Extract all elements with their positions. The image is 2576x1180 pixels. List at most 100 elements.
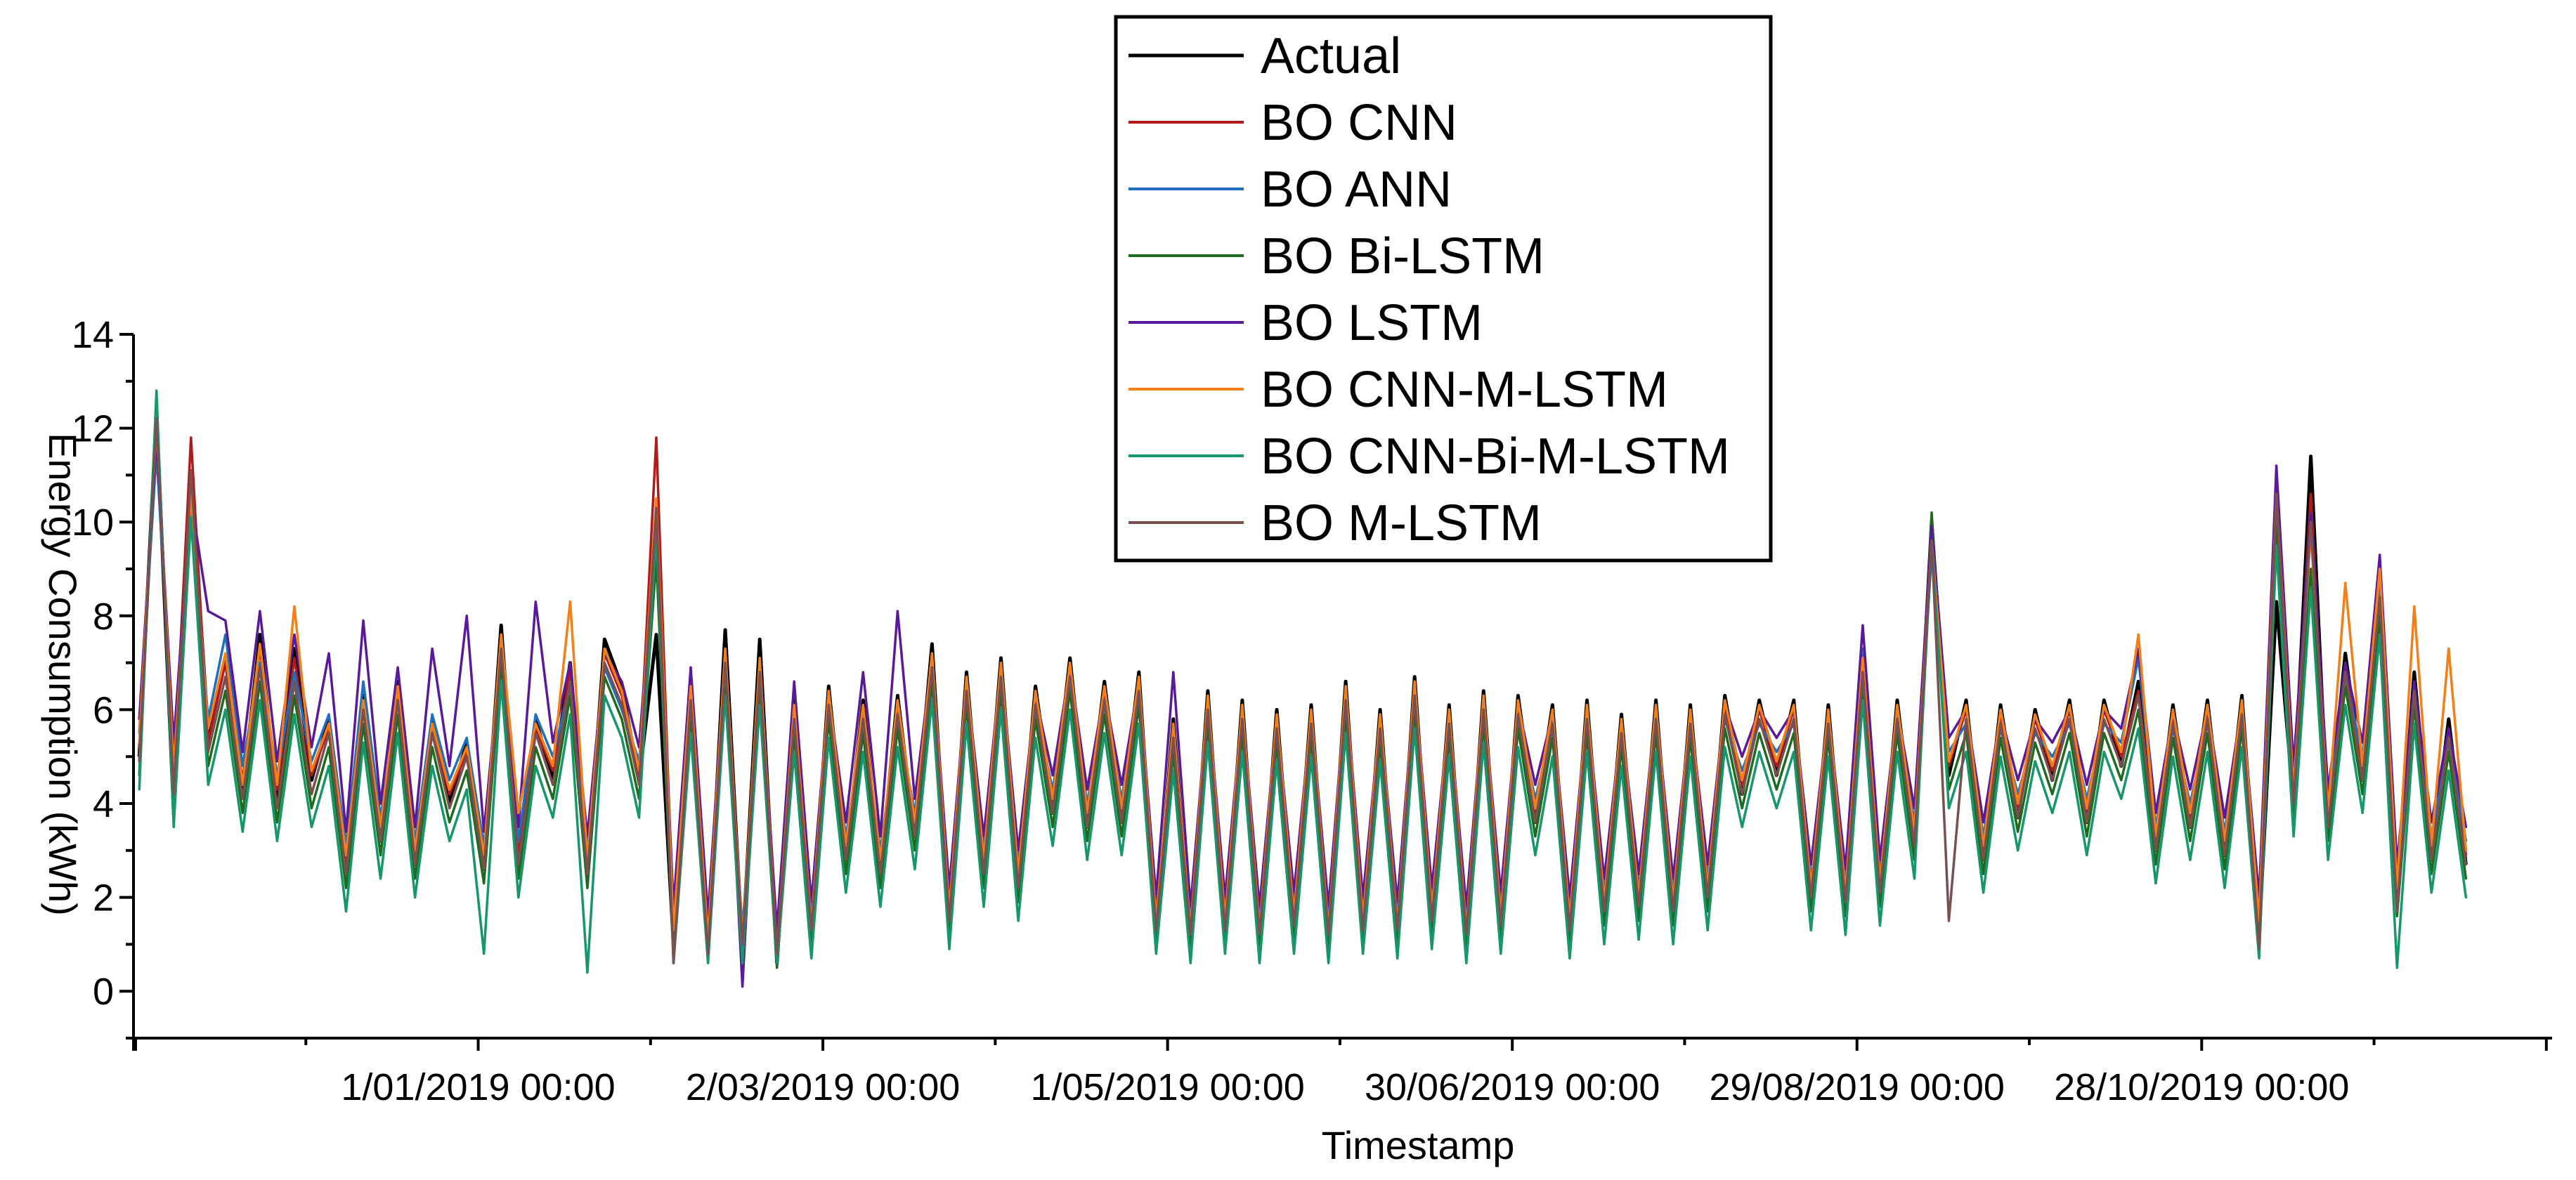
data-point <box>207 783 209 786</box>
data-point <box>948 919 951 922</box>
data-point <box>568 662 572 664</box>
data-point <box>1138 676 1140 678</box>
data-point <box>1154 952 1157 955</box>
data-point <box>552 797 554 800</box>
data-point <box>1861 657 1864 660</box>
data-point <box>1310 708 1313 712</box>
x-tick-label: 1/01/2019 00:00 <box>341 1066 615 1108</box>
data-point <box>1379 708 1381 712</box>
y-tick-label: 6 <box>93 689 114 731</box>
data-point <box>1413 680 1416 683</box>
data-point <box>2275 544 2278 547</box>
data-point <box>2206 704 2209 707</box>
data-point <box>2275 464 2278 467</box>
data-point <box>2310 568 2312 570</box>
data-point <box>2344 704 2347 707</box>
data-point <box>2051 779 2054 782</box>
data-point <box>2344 652 2347 655</box>
data-point <box>1775 750 1778 754</box>
data-point <box>1017 849 1020 852</box>
data-point <box>414 863 417 866</box>
data-point <box>1637 872 1640 875</box>
data-point <box>1103 685 1106 688</box>
data-point <box>1620 718 1623 721</box>
data-point <box>1793 718 1795 721</box>
data-point <box>396 666 399 669</box>
data-point <box>1827 755 1830 758</box>
data-point <box>2240 694 2244 697</box>
data-point <box>1878 924 1881 927</box>
data-point <box>1431 919 1433 922</box>
data-point <box>1120 835 1123 838</box>
data-point <box>448 821 451 824</box>
data-point <box>861 718 864 721</box>
data-point <box>1534 853 1537 857</box>
data-point <box>431 765 434 768</box>
data-point <box>2189 858 2192 861</box>
data-point <box>1086 839 1088 842</box>
data-point <box>1999 755 2002 758</box>
data-point <box>1827 722 1830 725</box>
data-point <box>396 685 399 688</box>
data-point <box>1947 807 1951 810</box>
data-point <box>930 666 933 669</box>
data-point <box>896 610 899 612</box>
data-point <box>1172 718 1175 721</box>
data-point <box>552 741 554 744</box>
data-point <box>1034 704 1037 707</box>
data-point <box>552 816 554 819</box>
data-point <box>2171 704 2174 707</box>
data-point <box>1775 788 1778 791</box>
data-point <box>1310 722 1313 725</box>
data-point <box>568 713 572 716</box>
data-point <box>603 662 606 664</box>
data-point <box>2120 755 2123 758</box>
data-point <box>1086 788 1088 791</box>
data-point <box>1379 727 1381 730</box>
series-line-bo-m-lstm <box>138 417 2468 964</box>
data-point <box>310 793 313 796</box>
data-point <box>1568 957 1571 959</box>
data-point <box>2086 783 2088 786</box>
data-point <box>448 839 451 842</box>
data-point <box>2379 568 2381 570</box>
data-point <box>500 680 502 683</box>
data-point <box>190 469 193 472</box>
data-point <box>741 985 744 988</box>
data-point <box>190 516 193 519</box>
data-point <box>1482 741 1485 744</box>
data-point <box>1516 746 1519 749</box>
data-point <box>741 962 744 964</box>
data-point <box>362 680 365 683</box>
data-point <box>190 436 193 439</box>
data-point <box>2430 858 2433 861</box>
data-point <box>1396 957 1399 959</box>
y-tick-label: 12 <box>72 408 114 450</box>
data-point <box>138 760 141 763</box>
data-point <box>1138 722 1140 725</box>
data-point <box>2464 849 2467 852</box>
data-point <box>2430 872 2433 875</box>
data-point <box>155 389 158 392</box>
data-point <box>1310 755 1313 758</box>
data-point <box>1637 938 1640 941</box>
data-point <box>1947 919 1951 922</box>
data-point <box>1448 704 1450 707</box>
data-point <box>1672 877 1674 880</box>
data-point <box>2154 863 2157 866</box>
data-point <box>1706 896 1709 899</box>
data-point <box>2413 671 2416 674</box>
data-point <box>1878 891 1881 894</box>
data-point <box>2379 553 2381 556</box>
data-point <box>2430 891 2433 894</box>
data-point <box>310 825 313 828</box>
data-point <box>1844 933 1847 936</box>
data-point <box>793 750 795 754</box>
data-point <box>431 713 434 716</box>
legend-label-bo-m-lstm: BO M-LSTM <box>1261 495 1542 551</box>
data-point <box>1069 657 1072 660</box>
data-point <box>1482 694 1485 697</box>
data-point <box>2395 914 2398 917</box>
data-point <box>241 750 244 754</box>
data-point <box>2310 520 2312 523</box>
